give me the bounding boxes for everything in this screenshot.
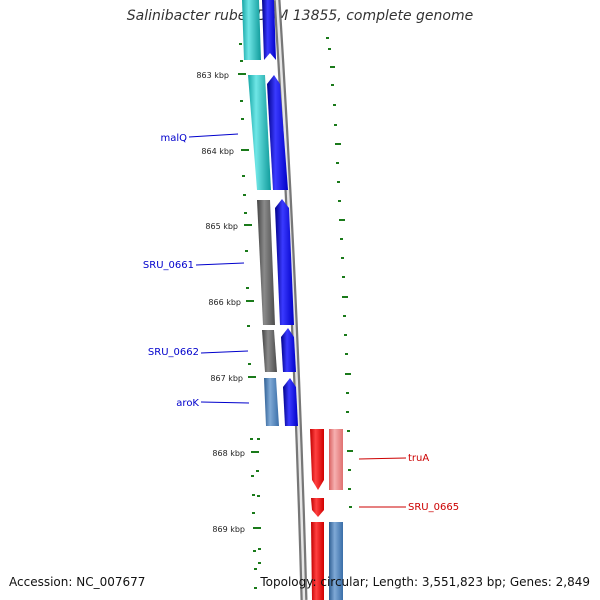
- tick-label-864: 864 kbp: [201, 147, 234, 156]
- leader-line-truA: [358, 457, 407, 460]
- gene-malQ-feature[interactable]: [248, 75, 271, 190]
- gene-label-SRU_0665[interactable]: SRU_0665: [408, 502, 459, 513]
- forward-genes-track: [310, 429, 343, 600]
- genome-title: Salinibacter ruber DSM 13855, complete g…: [126, 8, 474, 24]
- genome-info-text: Topology: circular; Length: 3,551,823 bp…: [260, 575, 590, 589]
- gene-aroK-cds[interactable]: [283, 378, 298, 426]
- gene-label-SRU_0661[interactable]: SRU_0661: [143, 260, 194, 271]
- gene-SRU_0662-cds[interactable]: [281, 328, 296, 372]
- gene-previous-reverse-feature[interactable]: [242, 0, 261, 60]
- tick-label-868: 868 kbp: [212, 449, 245, 458]
- outer-tick-ring: [326, 37, 353, 508]
- scale-ticks: 863 kbp 864 kbp 865 kbp 866 kbp 867 kbp …: [196, 71, 261, 534]
- gene-labels: malQ SRU_0661 SRU_0662 aroK truA SRU_066…: [143, 133, 459, 513]
- tick-label-863: 863 kbp: [196, 71, 229, 80]
- gene-SRU_0665-cds[interactable]: [311, 498, 324, 517]
- leader-line-aroK: [200, 401, 250, 404]
- gene-SRU_0662-feature[interactable]: [262, 330, 277, 372]
- leader-line-SRU_0662: [200, 350, 249, 354]
- leader-line-SRU_0661: [195, 262, 245, 266]
- tick-label-867: 867 kbp: [210, 374, 243, 383]
- tick-label-869: 869 kbp: [212, 525, 245, 534]
- leader-line-malQ: [188, 133, 239, 138]
- genome-backbone-highlight: [275, 0, 306, 600]
- tick-label-865: 865 kbp: [205, 222, 238, 231]
- tick-label-866: 866 kbp: [208, 298, 241, 307]
- reverse-genes-track: [242, 0, 298, 426]
- gene-SRU_0661-cds[interactable]: [275, 199, 294, 325]
- gene-label-aroK[interactable]: aroK: [176, 398, 199, 409]
- gene-SRU_0661-feature[interactable]: [257, 200, 275, 325]
- gene-label-SRU_0662[interactable]: SRU_0662: [148, 347, 199, 358]
- gene-truA-cds[interactable]: [310, 429, 324, 490]
- gene-previous-reverse-cds[interactable]: [262, 0, 276, 60]
- gene-truA-feature[interactable]: [329, 429, 343, 490]
- gene-label-malQ[interactable]: malQ: [160, 133, 187, 144]
- gene-label-truA[interactable]: truA: [408, 453, 429, 464]
- gene-aroK-feature[interactable]: [264, 378, 279, 426]
- gene-malQ-cds[interactable]: [267, 75, 288, 190]
- gene-next-forward-cds[interactable]: [311, 522, 324, 600]
- gene-next-forward-feature[interactable]: [329, 522, 343, 600]
- accession-text: Accession: NC_007677: [9, 575, 146, 589]
- inner-tick-ring: [239, 43, 261, 589]
